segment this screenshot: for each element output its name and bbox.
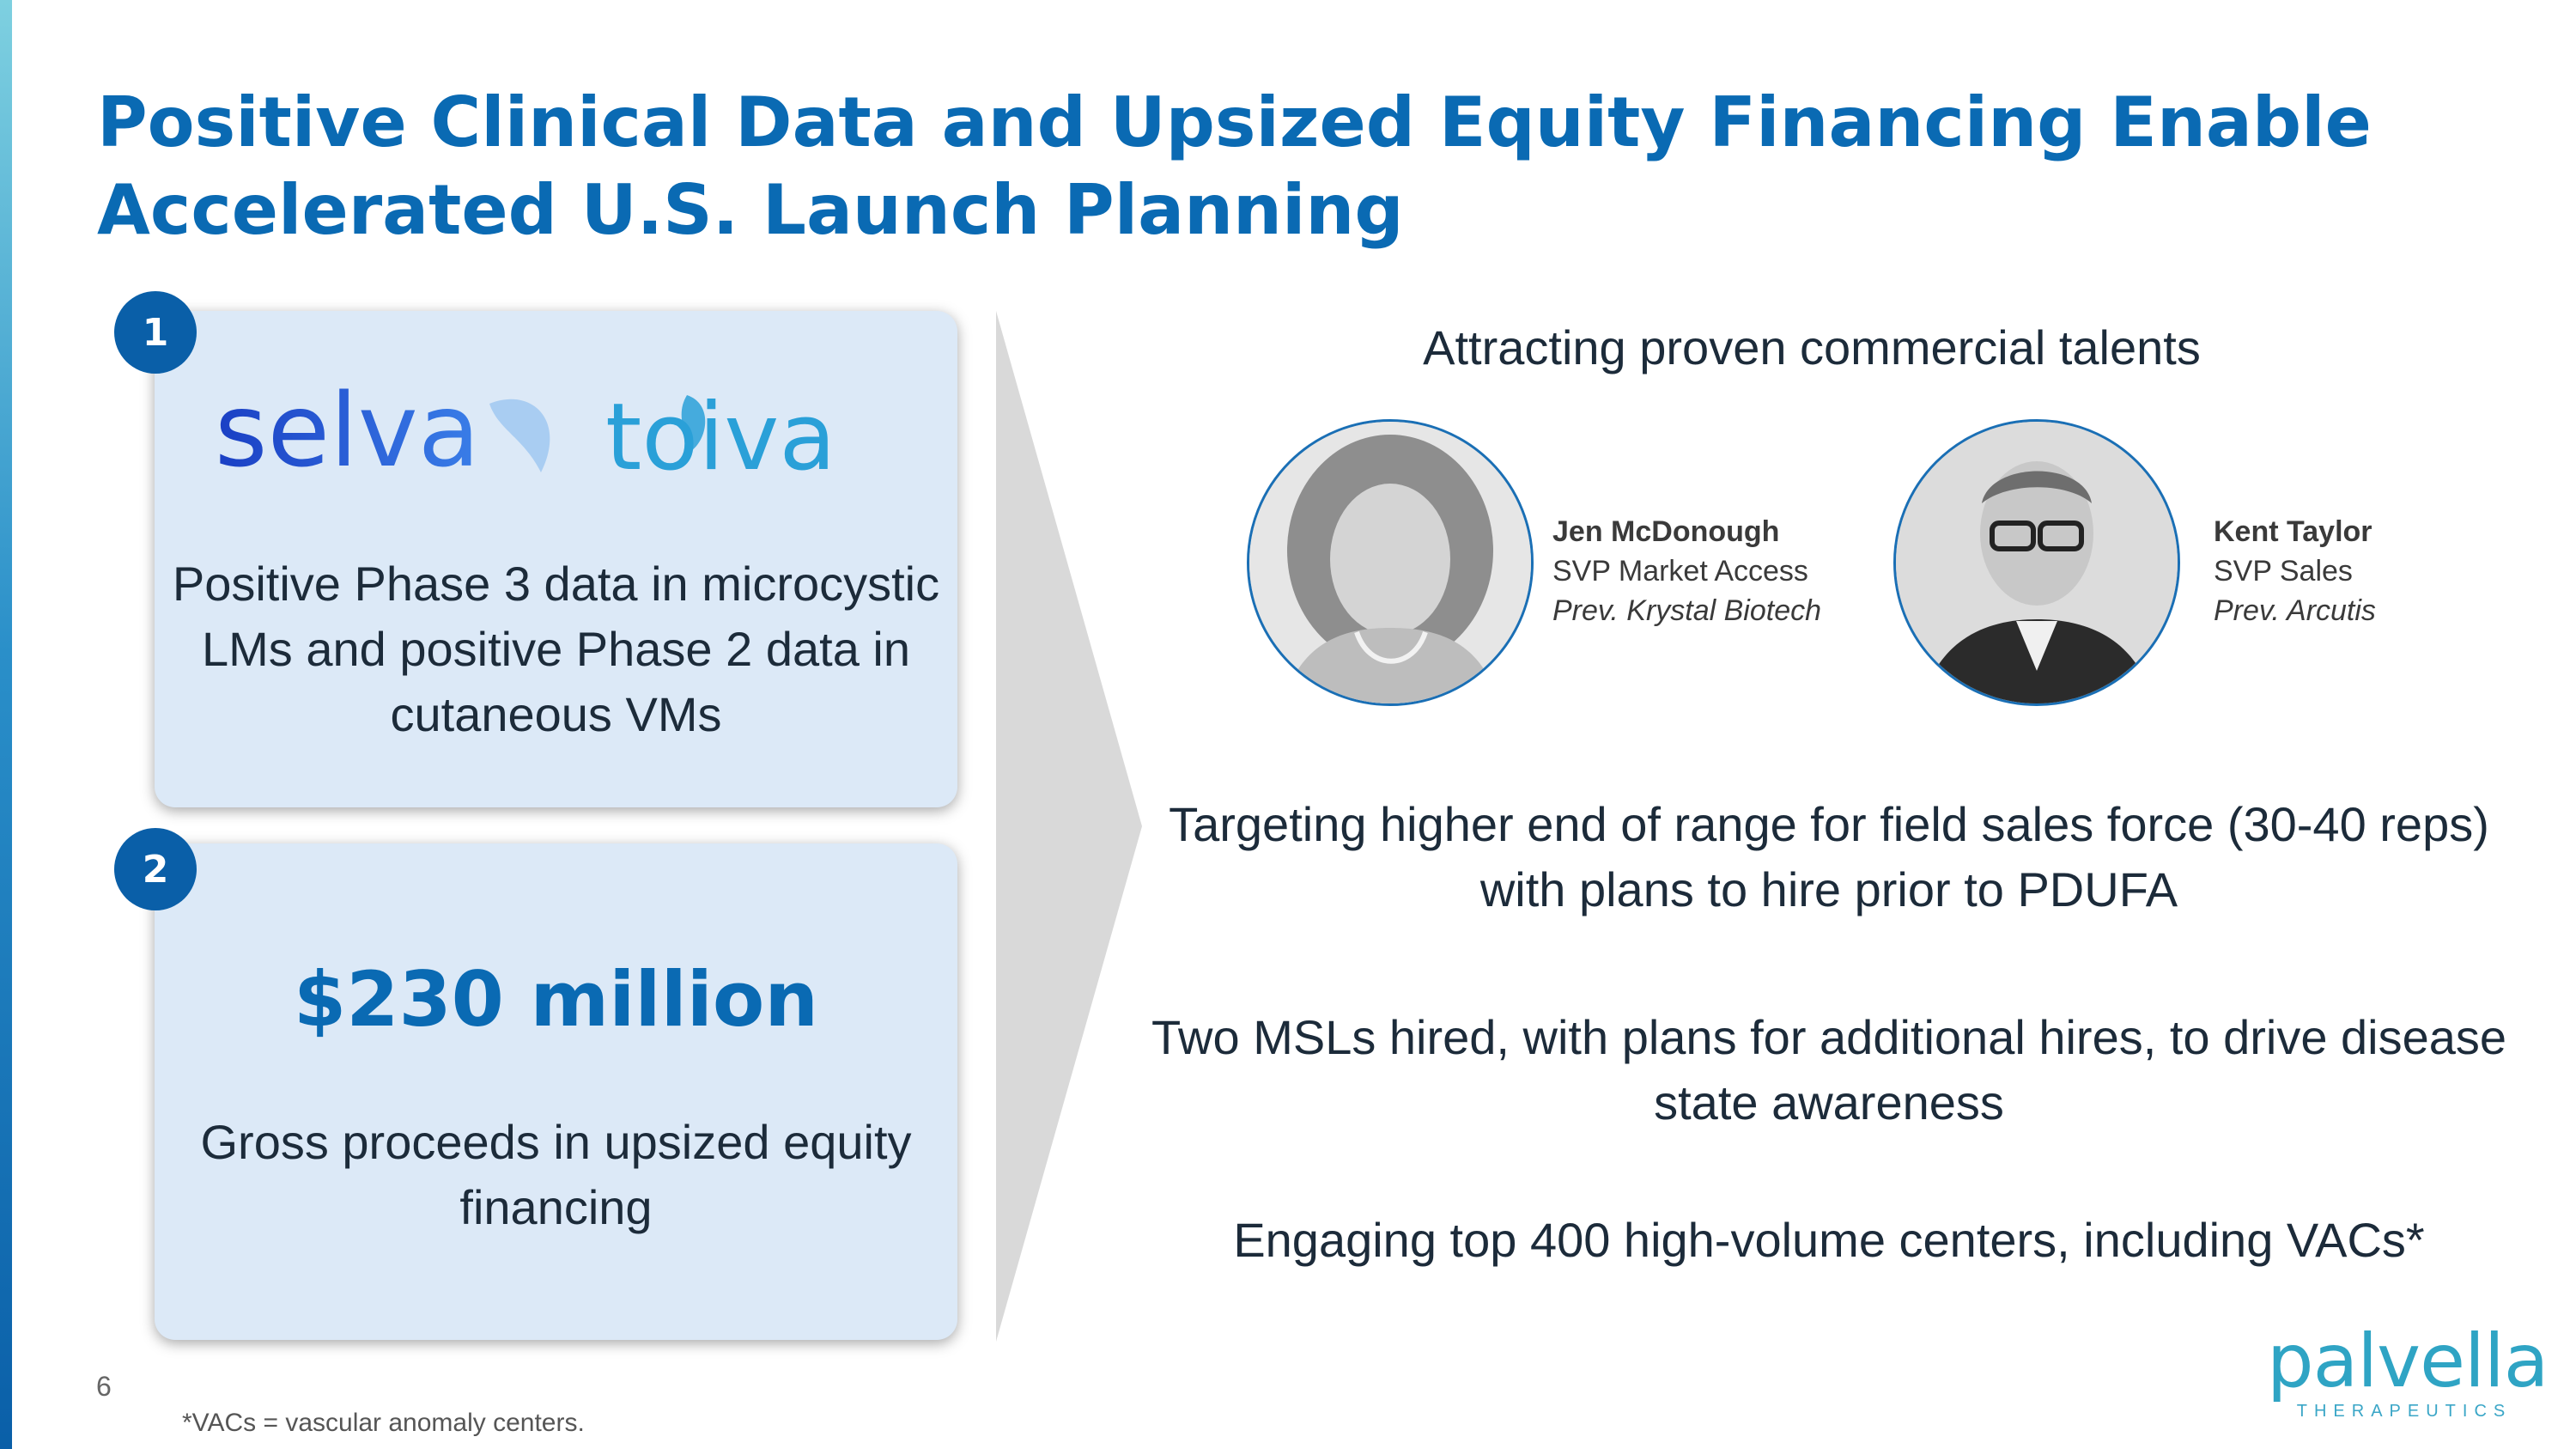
financing-amount: $230 million	[293, 955, 818, 1044]
product-logos: selva toiva	[215, 371, 836, 491]
accent-bar	[0, 0, 12, 1449]
person-previous-employer: Prev. Krystal Biotech	[1552, 594, 1822, 627]
person-jen-mcdonough: Jen McDonough SVP Market Access Prev. Kr…	[1552, 512, 1821, 630]
palvella-logo-name: palvella	[2267, 1318, 2549, 1404]
slide-title: Positive Clinical Data and Upsized Equit…	[97, 82, 2372, 250]
palvella-logo: palvella THERAPEUTICS	[2267, 1318, 2549, 1422]
talent-subheading: Attracting proven commercial talents	[1423, 320, 2201, 374]
selva-logo: selva	[215, 371, 550, 490]
person-kent-taylor: Kent Taylor SVP Sales Prev. Arcutis	[2214, 512, 2376, 630]
clinical-data-text: Positive Phase 3 data in microcystic LMs…	[172, 557, 940, 741]
footnote: *VACs = vascular anomaly centers.	[182, 1409, 585, 1437]
person-previous-employer: Prev. Arcutis	[2214, 594, 2376, 627]
person-role: SVP Market Access	[1552, 555, 1808, 588]
person-name: Kent Taylor	[2214, 515, 2372, 548]
person-role: SVP Sales	[2214, 555, 2353, 588]
selva-logo-text: selva	[215, 371, 480, 490]
kent-taylor-photo	[1893, 419, 2180, 706]
jen-mcdonough-photo	[1247, 419, 1534, 706]
financing-card: $230 million Gross proceeds in upsized e…	[155, 843, 957, 1340]
sales-force-text: Targeting higher end of range for field …	[1169, 797, 2489, 916]
palvella-logo-tagline: THERAPEUTICS	[2296, 1402, 2512, 1421]
person-name: Jen McDonough	[1552, 515, 1780, 548]
step-badge-1: 1	[114, 291, 197, 374]
clinical-data-card: Positive Phase 3 data in microcystic LMs…	[155, 311, 957, 807]
financing-text: Gross proceeds in upsized equity financi…	[200, 1115, 912, 1234]
step-badge-2: 2	[114, 828, 197, 910]
centers-text: Engaging top 400 high-volume centers, in…	[1233, 1213, 2425, 1267]
page-number: 6	[96, 1371, 112, 1402]
msl-hiring-text: Two MSLs hired, with plans for additiona…	[1151, 1010, 2507, 1129]
toiva-logo-text: toiva	[605, 384, 836, 491]
chevron-arrow	[996, 311, 1142, 1342]
toiva-logo: toiva	[605, 384, 836, 491]
